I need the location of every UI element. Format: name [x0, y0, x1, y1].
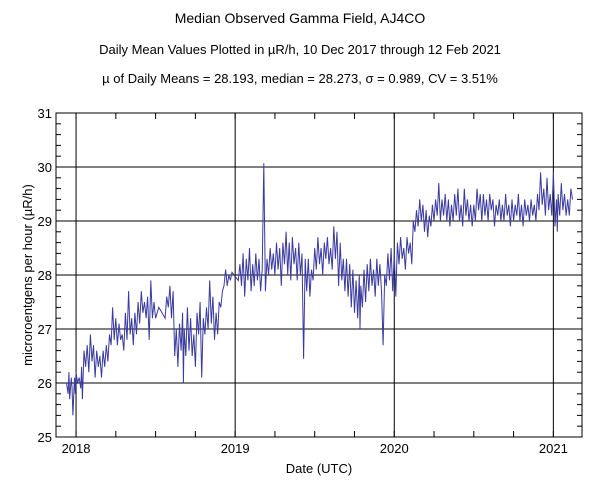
x-tick-label: 2021	[539, 441, 568, 456]
y-tick-label: 25	[38, 430, 52, 445]
series-line-daily-mean	[66, 163, 573, 416]
y-tick-label: 31	[38, 106, 52, 121]
x-tick-label: 2020	[380, 441, 409, 456]
y-axis-label: microroentgens per hour (µR/h)	[20, 184, 35, 366]
y-tick-label: 26	[38, 376, 52, 391]
x-axis-label: Date (UTC)	[286, 461, 352, 476]
y-tick-label: 27	[38, 322, 52, 337]
chart-subtitle: Daily Mean Values Plotted in µR/h, 10 De…	[99, 42, 501, 57]
y-tick-label: 30	[38, 160, 52, 175]
chart-stats: µ of Daily Means = 28.193, median = 28.2…	[102, 71, 498, 86]
x-tick-label: 2018	[62, 441, 91, 456]
x-tick-label: 2019	[221, 441, 250, 456]
y-tick-label: 29	[38, 214, 52, 229]
y-tick-label: 28	[38, 268, 52, 283]
chart-title: Median Observed Gamma Field, AJ4CO	[174, 10, 426, 26]
